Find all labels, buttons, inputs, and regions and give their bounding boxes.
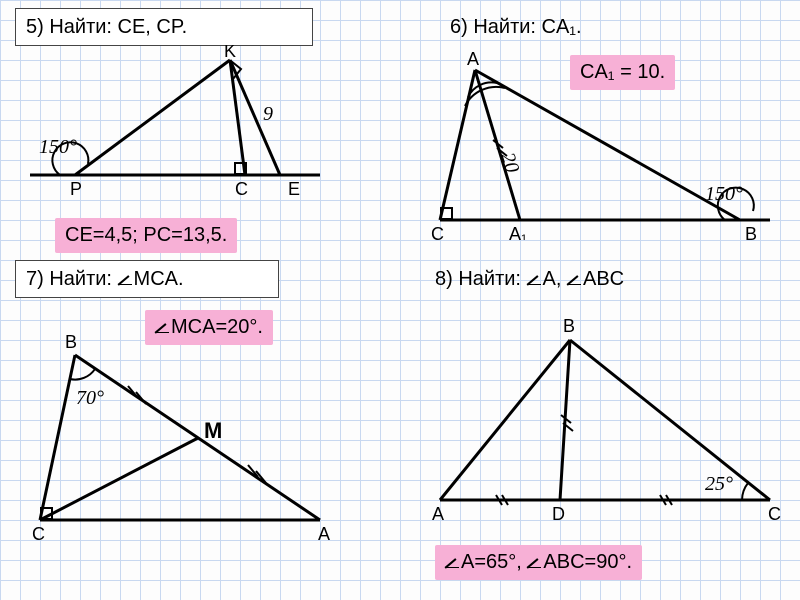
- figure-6: A C A₁ B 150° 20: [415, 50, 785, 240]
- svg-text:9: 9: [263, 103, 273, 125]
- svg-text:C: C: [235, 179, 248, 199]
- figure-7: B C A M 70°: [20, 320, 350, 550]
- svg-text:70°: 70°: [76, 387, 104, 409]
- prompt-8-text: 8) Найти:: [435, 268, 527, 290]
- prompt-8-mid: A,: [543, 268, 567, 290]
- prompt-6-text: 6) Найти: CA₁.: [450, 16, 582, 38]
- angle-icon: [527, 271, 541, 285]
- answer-8-mid: A=65°,: [461, 551, 527, 573]
- svg-text:A₁: A₁: [509, 224, 527, 240]
- figure-5: K P C E 150° 9: [20, 45, 340, 205]
- svg-text:B: B: [563, 316, 575, 336]
- svg-text:150°: 150°: [39, 136, 77, 158]
- svg-text:K: K: [224, 45, 236, 61]
- prompt-6: 6) Найти: CA₁.: [450, 16, 582, 39]
- svg-text:A: A: [318, 524, 330, 544]
- svg-text:A: A: [467, 50, 479, 69]
- prompt-7-text: 7) Найти:: [26, 268, 118, 290]
- angle-icon: [118, 271, 132, 285]
- svg-text:D: D: [552, 504, 565, 524]
- svg-text:C: C: [431, 224, 444, 240]
- svg-text:B: B: [745, 224, 757, 240]
- svg-text:P: P: [70, 179, 82, 199]
- angle-icon: [567, 271, 581, 285]
- figure-8: A B C D 25°: [420, 300, 790, 530]
- answer-5: CE=4,5; PC=13,5.: [55, 218, 237, 253]
- svg-text:A: A: [432, 504, 444, 524]
- svg-text:C: C: [768, 504, 781, 524]
- angle-icon: [445, 554, 459, 568]
- svg-text:25°: 25°: [705, 473, 733, 495]
- prompt-8: 8) Найти: A, ABC: [435, 268, 624, 291]
- svg-text:150°: 150°: [705, 183, 743, 205]
- answer-8-suffix: ABC=90°.: [543, 551, 632, 573]
- svg-text:B: B: [65, 332, 77, 352]
- angle-icon: [527, 554, 541, 568]
- answer-8: A=65°, ABC=90°.: [435, 545, 642, 580]
- svg-text:C: C: [32, 524, 45, 544]
- svg-text:E: E: [288, 179, 300, 199]
- prompt-5: 5) Найти: CE, CP.: [26, 16, 187, 39]
- prompt-7: 7) Найти: MCA.: [26, 268, 184, 291]
- prompt-7-suffix: MCA.: [134, 268, 184, 290]
- svg-text:M: M: [204, 418, 222, 443]
- prompt-8-suffix: ABC: [583, 268, 624, 290]
